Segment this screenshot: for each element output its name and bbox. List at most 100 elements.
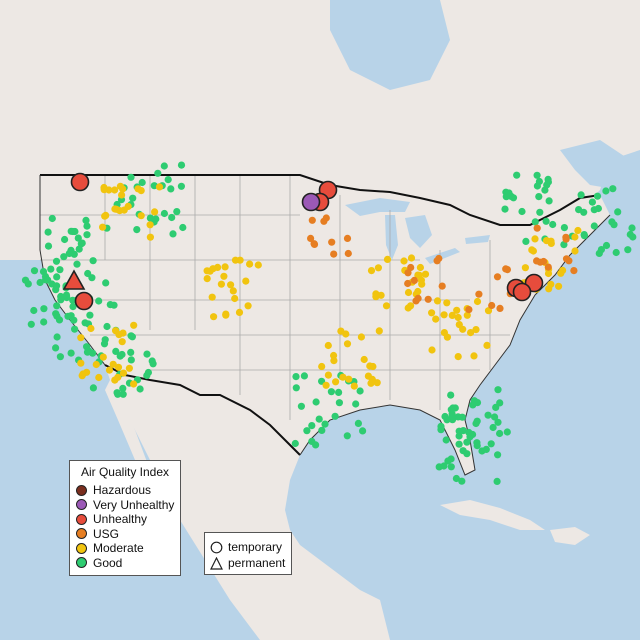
monitor-dot: [415, 271, 423, 279]
monitor-dot: [83, 348, 92, 356]
monitor-dot: [343, 432, 351, 440]
monitor-dot: [89, 257, 97, 265]
monitor-dot: [435, 254, 443, 263]
monitor-dot: [83, 222, 91, 230]
monitor-dot: [112, 347, 120, 355]
monitor-dot: [473, 442, 481, 450]
monitor-dot: [522, 237, 530, 245]
monitor-dot: [74, 234, 82, 242]
monitor-dot: [562, 233, 570, 241]
monitor-dot: [291, 439, 299, 448]
monitor-dot: [531, 218, 539, 226]
hispaniola-land: [550, 527, 590, 545]
monitor-dot: [577, 191, 585, 199]
monitor-dot: [133, 226, 141, 234]
monitor-dot: [134, 185, 142, 193]
monitor-dot: [428, 346, 436, 354]
monitor-dot: [70, 316, 78, 324]
legend-label: Hazardous: [93, 483, 152, 498]
monitor-dot: [570, 267, 578, 275]
monitor-dot: [372, 293, 380, 301]
monitor-dot: [231, 294, 239, 303]
very-unhealthy-swatch: [76, 499, 87, 511]
monitor-dot: [455, 440, 463, 448]
monitor-dot: [227, 281, 235, 289]
monitor-dot: [440, 462, 448, 470]
monitor-dot: [521, 264, 530, 272]
monitor-dot: [488, 301, 496, 310]
monitor-dot: [119, 369, 128, 377]
monitor-dot: [111, 205, 119, 213]
monitor-dot: [116, 182, 124, 190]
monitor-dot: [473, 297, 482, 306]
monitor-dot: [404, 288, 413, 297]
legend-label: Unhealthy: [93, 512, 148, 527]
legend-item-unhealthy: Unhealthy: [70, 512, 180, 527]
monitor-dot: [177, 161, 186, 169]
monitor-dot: [119, 390, 127, 398]
monitor-dot: [292, 373, 300, 381]
monitor-dot: [64, 312, 72, 320]
legend-label: Moderate: [93, 541, 144, 556]
monitor-dot: [472, 326, 480, 334]
monitor-dot: [575, 206, 583, 214]
legend-item-good: Good: [70, 556, 180, 571]
monitor-dot: [65, 249, 73, 258]
monitor-dot: [628, 224, 636, 232]
monitor-dot: [119, 384, 127, 392]
monitor-dot: [330, 357, 338, 365]
monitor-dot: [114, 363, 123, 371]
monitor-dot: [602, 187, 610, 195]
monitor-dot: [312, 398, 320, 406]
monitor-dot: [544, 175, 552, 183]
monitor-dot: [203, 275, 211, 283]
monitor-dot: [95, 373, 103, 382]
monitor-dot: [235, 308, 244, 316]
monitor-dot: [44, 242, 53, 250]
monitor-dot: [137, 212, 145, 220]
monitor-dot: [297, 402, 305, 410]
monitor-dot: [69, 303, 77, 311]
monitor-dot: [560, 241, 568, 249]
monitor-dot: [433, 297, 442, 305]
legend-item-permanent: permanent: [205, 555, 291, 571]
monitor-dot: [71, 325, 79, 333]
monitor-dot: [531, 235, 539, 243]
legend-title: Air Quality Index: [80, 465, 170, 479]
monitor-dot: [167, 185, 175, 193]
monitor-dot: [339, 373, 347, 381]
monitor-dot: [160, 162, 168, 170]
monitor-dot: [354, 419, 362, 427]
monitor-dot: [404, 279, 412, 288]
monitor-dot: [86, 311, 94, 319]
monitor-dot: [543, 181, 551, 189]
monitor-dot: [588, 198, 597, 206]
monitor-dot: [83, 231, 91, 239]
monitor-dot: [155, 183, 164, 191]
monitor-dot: [148, 357, 156, 365]
monitor-dot: [116, 352, 124, 360]
monitor-dot: [624, 246, 632, 254]
monitor-dot: [146, 233, 154, 241]
monitor-dot: [48, 214, 56, 223]
monitor-dot: [496, 304, 504, 312]
monitor-dot: [327, 388, 335, 396]
monitor-dot: [493, 477, 501, 485]
monitor-dot: [367, 267, 376, 275]
event-marker: [512, 282, 532, 302]
monitor-dot: [454, 313, 462, 322]
monitor-dot: [447, 463, 455, 471]
monitor-dot: [111, 186, 119, 194]
monitor-dot: [478, 447, 486, 455]
good-swatch: [76, 557, 87, 569]
monitor-dot: [322, 381, 330, 389]
monitor-dot: [40, 305, 48, 313]
event-marker: [74, 291, 94, 311]
monitor-dot: [489, 423, 497, 432]
monitor-dot: [463, 450, 471, 458]
monitor-dot: [330, 250, 338, 258]
monitor-dot: [179, 223, 187, 232]
monitor-dot: [92, 360, 100, 369]
monitor-dot: [360, 355, 368, 364]
monitor-dot: [447, 455, 455, 463]
